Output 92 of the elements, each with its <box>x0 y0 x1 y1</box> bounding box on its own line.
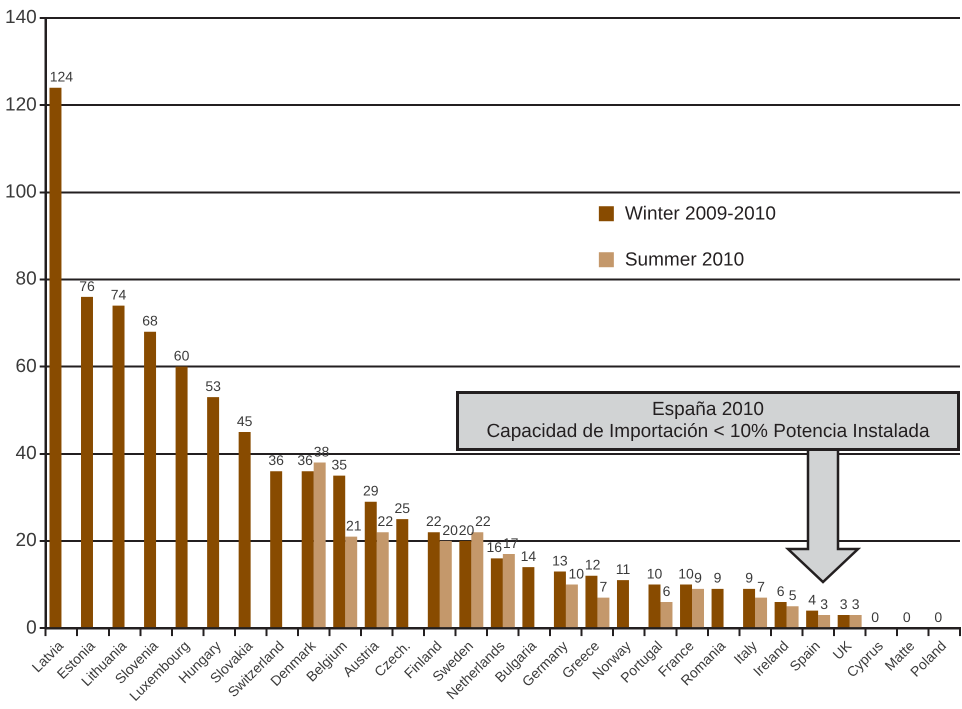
bar <box>597 598 610 628</box>
data-label: 22 <box>378 513 394 530</box>
bar <box>302 471 314 628</box>
data-label: 36 <box>268 452 284 468</box>
bar <box>176 366 188 628</box>
bar <box>396 519 408 628</box>
bar <box>755 598 768 628</box>
bar <box>743 588 756 628</box>
bar <box>554 571 566 628</box>
data-label: 45 <box>236 412 253 429</box>
data-label: 13 <box>552 552 568 568</box>
data-label: 60 <box>174 347 190 364</box>
data-label: 9 <box>745 570 754 586</box>
bar <box>566 584 578 628</box>
data-label: 53 <box>205 378 222 394</box>
bar <box>522 567 534 628</box>
y-tick-label: 20 <box>16 530 37 552</box>
data-label: 68 <box>142 312 158 329</box>
bar <box>838 615 850 628</box>
bar <box>144 332 156 628</box>
bar <box>112 306 125 628</box>
y-tick-label: 40 <box>16 443 37 464</box>
data-label: 21 <box>346 517 362 534</box>
bar <box>806 610 818 628</box>
data-label: 22 <box>426 513 442 530</box>
bar <box>376 532 389 628</box>
bar <box>692 588 704 628</box>
y-tick-label: 0 <box>26 617 37 638</box>
bar <box>616 580 629 628</box>
data-label: 0 <box>871 608 880 625</box>
bar <box>490 558 503 628</box>
data-label: 6 <box>776 582 785 599</box>
bar <box>850 615 862 628</box>
y-tick-label: 60 <box>16 356 37 377</box>
data-label: 4 <box>808 592 816 608</box>
bar <box>680 584 692 628</box>
data-label: 6 <box>662 582 671 599</box>
bar <box>49 88 62 628</box>
data-label: 0 <box>934 608 942 625</box>
bar <box>364 502 377 628</box>
data-label: 20 <box>442 522 458 538</box>
data-label: 20 <box>458 522 475 538</box>
legend-label: Winter 2009-2010 <box>624 203 776 224</box>
bar <box>585 576 598 628</box>
data-label: 10 <box>568 565 584 582</box>
data-label: 3 <box>852 596 860 612</box>
data-label: 36 <box>297 452 314 468</box>
bar <box>81 296 93 628</box>
data-label: 14 <box>520 548 536 564</box>
bar <box>345 536 358 628</box>
bar <box>786 606 799 628</box>
bar <box>314 462 326 628</box>
data-label: 76 <box>79 278 95 294</box>
data-label: 7 <box>757 578 766 594</box>
legend-label: Summer 2010 <box>624 249 744 270</box>
bar <box>774 602 787 628</box>
bar <box>333 476 346 628</box>
data-label: 11 <box>616 561 630 578</box>
bar <box>648 584 660 628</box>
data-label: 9 <box>714 570 722 586</box>
data-label: 35 <box>331 456 348 472</box>
bar <box>428 532 440 628</box>
data-label: 25 <box>394 500 410 516</box>
bar <box>502 554 515 628</box>
data-label: 10 <box>646 565 662 582</box>
bar <box>270 471 282 628</box>
data-label: 0 <box>902 608 911 625</box>
data-label: 7 <box>600 578 608 594</box>
bar <box>712 588 724 628</box>
note-box: España 2010 Capacidad de Importación < 10% Potencia Instalada <box>456 391 960 452</box>
data-label: 74 <box>110 286 127 302</box>
data-label: 16 <box>486 539 502 556</box>
bar <box>238 432 251 628</box>
bar <box>660 602 672 628</box>
y-tick-label: 80 <box>16 268 37 290</box>
data-label: 9 <box>694 570 702 586</box>
y-tick-label: 100 <box>5 182 37 203</box>
bar <box>440 540 452 628</box>
data-label: 3 <box>840 596 848 612</box>
y-tick-label: 140 <box>5 7 37 28</box>
data-label: 12 <box>584 556 601 573</box>
data-label: 3 <box>820 596 828 612</box>
data-label: 124 <box>50 68 74 85</box>
data-label: 29 <box>362 482 379 499</box>
data-label: 5 <box>788 587 797 604</box>
annotation: España 2010 Capacidad de Importación < 10% Potencia Instalada <box>486 399 930 442</box>
data-label: 22 <box>475 513 491 530</box>
bar <box>459 540 472 628</box>
y-tick-label: 120 <box>5 94 37 116</box>
bar <box>207 397 220 628</box>
bar <box>818 615 830 628</box>
data-label: 10 <box>678 565 694 582</box>
